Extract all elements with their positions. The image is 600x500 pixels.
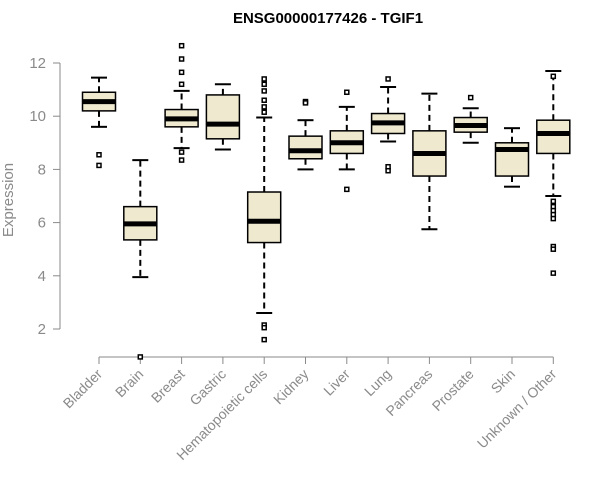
- outlier-point: [261, 104, 267, 110]
- iqr-box: [246, 191, 282, 244]
- y-tick-label: 2: [38, 321, 46, 338]
- outlier-point: [550, 73, 557, 80]
- outlier-point: [385, 167, 391, 174]
- outlier-point: [261, 81, 267, 88]
- outlier-point: [178, 157, 185, 163]
- box-bladder: [81, 76, 117, 169]
- x-tick-label: Skin: [488, 366, 519, 397]
- outlier-point: [344, 186, 350, 193]
- box-hematopoietic-cells: [246, 76, 282, 343]
- outlier-point: [550, 215, 557, 222]
- x-tick-label: Liver: [320, 366, 353, 399]
- outlier-point: [550, 270, 557, 276]
- outlier-point: [261, 88, 267, 94]
- x-tick-label: Breast: [148, 366, 188, 406]
- outlier-point: [178, 81, 185, 88]
- x-tick-label: Bladder: [60, 366, 106, 412]
- box-pancreas: [412, 92, 447, 231]
- box-liver: [329, 89, 365, 193]
- box-kidney: [288, 98, 323, 171]
- outlier-point: [261, 336, 267, 343]
- box-breast: [164, 42, 199, 163]
- outlier-point: [178, 42, 185, 49]
- y-axis-label: Expression: [0, 163, 17, 237]
- y-axis: 2 4 6 8 10 12: [29, 55, 61, 338]
- x-tick-label: Brain: [112, 366, 146, 400]
- box-gastric: [205, 83, 241, 151]
- outlier-point: [178, 149, 185, 155]
- iqr-box: [288, 135, 323, 160]
- outlier-point: [137, 354, 144, 360]
- outlier-point: [344, 89, 350, 96]
- chart-title: ENSG00000177426 - TGIF1: [233, 10, 423, 27]
- y-tick-label: 4: [38, 268, 46, 285]
- outlier-point: [385, 76, 391, 82]
- box-prostate: [453, 94, 488, 144]
- boxes-layer: [81, 42, 571, 360]
- outlier-point: [261, 324, 267, 331]
- y-tick-label: 8: [38, 161, 46, 178]
- x-tick-label: Kidney: [270, 366, 312, 408]
- box-unknown-other: [536, 69, 571, 276]
- box-brain: [123, 159, 158, 360]
- y-tick-label: 6: [38, 215, 46, 232]
- outlier-point: [302, 100, 309, 106]
- outlier-point: [178, 56, 185, 62]
- outlier-point: [261, 109, 267, 115]
- outlier-point: [550, 246, 557, 252]
- iqr-box: [205, 94, 241, 140]
- box-lung: [370, 76, 406, 174]
- box-skin: [494, 127, 530, 188]
- x-tick-label: Lung: [361, 366, 394, 399]
- outlier-point: [96, 152, 102, 158]
- iqr-box: [536, 119, 571, 155]
- y-tick-label: 12: [29, 55, 46, 72]
- y-tick-label: 10: [29, 108, 46, 125]
- outlier-point: [261, 76, 267, 82]
- outlier-point: [550, 198, 557, 205]
- outlier-point: [261, 97, 267, 103]
- outlier-point: [467, 94, 474, 101]
- outlier-point: [178, 69, 185, 76]
- x-tick-label: Prostate: [429, 366, 477, 414]
- outlier-point: [96, 162, 102, 169]
